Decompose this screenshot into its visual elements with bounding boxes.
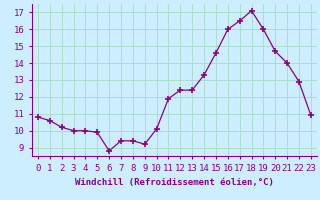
X-axis label: Windchill (Refroidissement éolien,°C): Windchill (Refroidissement éolien,°C) <box>75 178 274 187</box>
